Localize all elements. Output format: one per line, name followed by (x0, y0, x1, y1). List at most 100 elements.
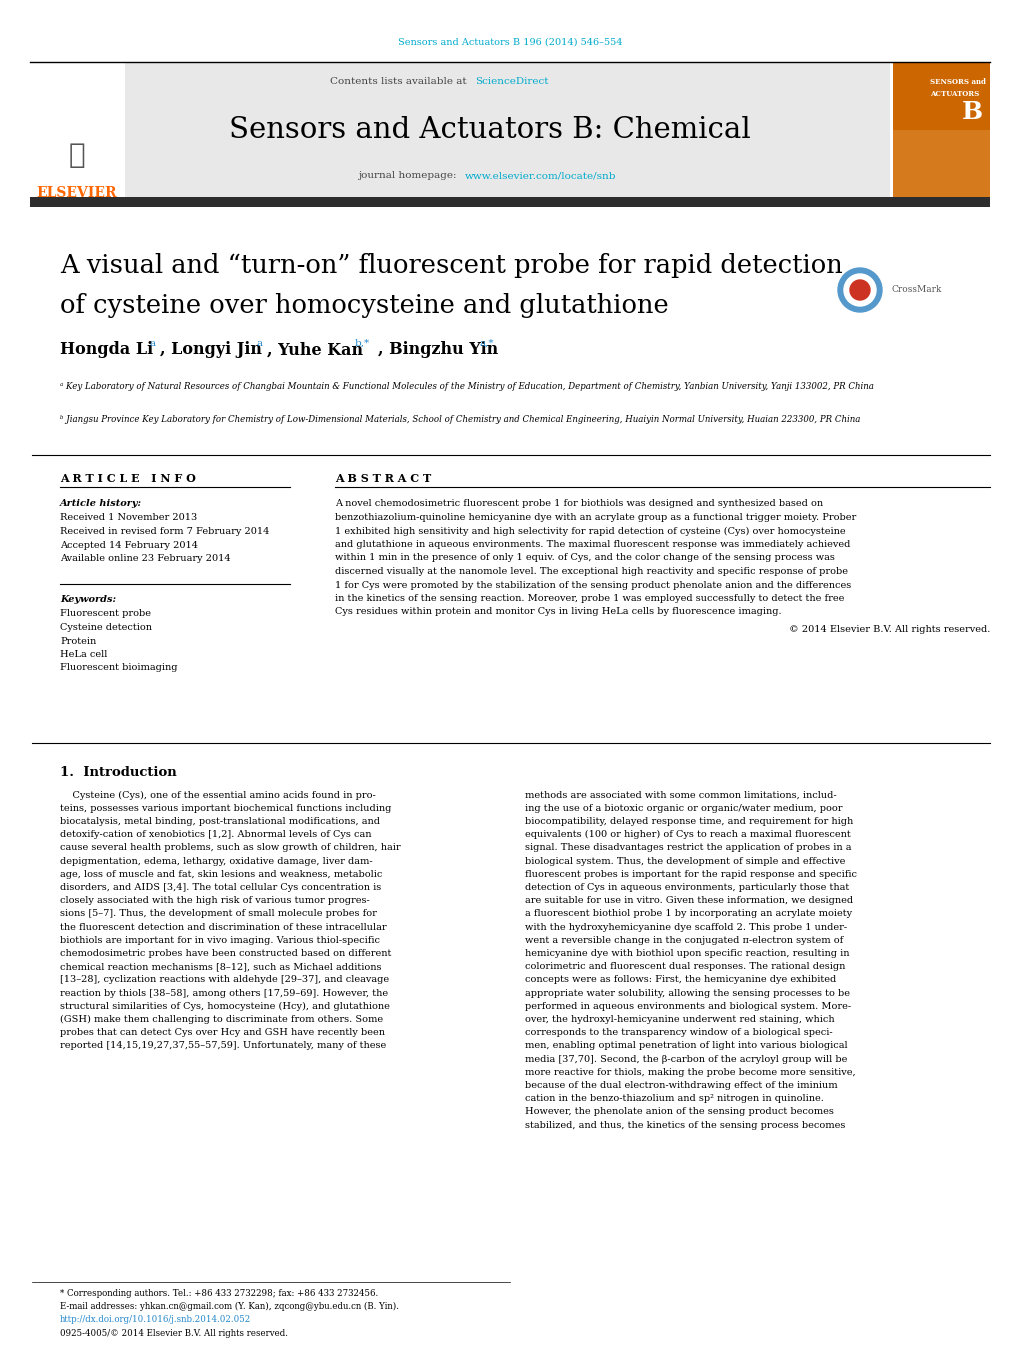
Text: E-mail addresses: yhkan.cn@gmail.com (Y. Kan), zqcong@ybu.edu.cn (B. Yin).: E-mail addresses: yhkan.cn@gmail.com (Y.… (60, 1301, 398, 1310)
Text: more reactive for thiols, making the probe become more sensitive,: more reactive for thiols, making the pro… (525, 1067, 855, 1077)
Text: are suitable for use in vitro. Given these information, we designed: are suitable for use in vitro. Given the… (525, 896, 852, 905)
Text: biological system. Thus, the development of simple and effective: biological system. Thus, the development… (525, 857, 845, 866)
Text: biocatalysis, metal binding, post-translational modifications, and: biocatalysis, metal binding, post-transl… (60, 817, 380, 825)
Text: closely associated with the high risk of various tumor progres-: closely associated with the high risk of… (60, 896, 370, 905)
Bar (892, 62, 989, 200)
Text: hemicyanine dye with biothiol upon specific reaction, resulting in: hemicyanine dye with biothiol upon speci… (525, 948, 849, 958)
Text: depigmentation, edema, lethargy, oxidative damage, liver dam-: depigmentation, edema, lethargy, oxidati… (60, 857, 372, 866)
Text: a fluorescent biothiol probe 1 by incorporating an acrylate moiety: a fluorescent biothiol probe 1 by incorp… (525, 909, 851, 919)
Text: Cysteine detection: Cysteine detection (60, 623, 152, 632)
Text: the fluorescent detection and discrimination of these intracellular: the fluorescent detection and discrimina… (60, 923, 386, 931)
Text: 🌳: 🌳 (68, 141, 86, 169)
Text: journal homepage:: journal homepage: (358, 172, 460, 181)
Circle shape (838, 267, 881, 312)
Text: discerned visually at the nanomole level. The exceptional high reactivity and sp: discerned visually at the nanomole level… (334, 567, 847, 576)
Text: (GSH) make them challenging to discriminate from others. Some: (GSH) make them challenging to discrimin… (60, 1015, 383, 1024)
Text: teins, possesses various important biochemical functions including: teins, possesses various important bioch… (60, 804, 391, 813)
Text: over, the hydroxyl-hemicyanine underwent red staining, which: over, the hydroxyl-hemicyanine underwent… (525, 1015, 834, 1024)
Text: within 1 min in the presence of only 1 equiv. of Cys, and the color change of th: within 1 min in the presence of only 1 e… (334, 554, 835, 562)
Text: Cys residues within protein and monitor Cys in living HeLa cells by fluorescence: Cys residues within protein and monitor … (334, 608, 781, 616)
Text: SENSORS and: SENSORS and (929, 78, 985, 86)
Text: , Bingzhu Yin: , Bingzhu Yin (378, 342, 497, 358)
Text: biocompatibility, delayed response time, and requirement for high: biocompatibility, delayed response time,… (525, 817, 853, 825)
Text: , Yuhe Kan: , Yuhe Kan (267, 342, 363, 358)
Text: ing the use of a biotoxic organic or organic/water medium, poor: ing the use of a biotoxic organic or org… (525, 804, 842, 813)
Text: ᵃ Key Laboratory of Natural Resources of Changbai Mountain & Functional Molecule: ᵃ Key Laboratory of Natural Resources of… (60, 382, 873, 390)
Text: [13–28], cyclization reactions with aldehyde [29–37], and cleavage: [13–28], cyclization reactions with alde… (60, 975, 388, 985)
Text: Protein: Protein (60, 636, 96, 646)
Text: b,*: b,* (355, 339, 370, 347)
Bar (892, 130, 989, 200)
Text: media [37,70]. Second, the β-carbon of the acryloyl group will be: media [37,70]. Second, the β-carbon of t… (525, 1055, 847, 1063)
Text: a: a (257, 339, 263, 347)
Text: fluorescent probes is important for the rapid response and specific: fluorescent probes is important for the … (525, 870, 856, 878)
Text: 1 for Cys were promoted by the stabilization of the sensing product phenolate an: 1 for Cys were promoted by the stabiliza… (334, 581, 851, 589)
Text: ᵇ Jiangsu Province Key Laboratory for Chemistry of Low-Dimensional Materials, Sc: ᵇ Jiangsu Province Key Laboratory for Ch… (60, 415, 860, 424)
Bar (30, 197, 989, 207)
Text: equivalents (100 or higher) of Cys to reach a maximal fluorescent: equivalents (100 or higher) of Cys to re… (525, 830, 850, 839)
Text: because of the dual electron-withdrawing effect of the iminium: because of the dual electron-withdrawing… (525, 1081, 837, 1090)
Text: probes that can detect Cys over Hcy and GSH have recently been: probes that can detect Cys over Hcy and … (60, 1028, 384, 1038)
Text: a,*: a,* (480, 339, 494, 347)
Text: Hongda Li: Hongda Li (60, 342, 153, 358)
Text: a: a (150, 339, 156, 347)
Text: However, the phenolate anion of the sensing product becomes: However, the phenolate anion of the sens… (525, 1108, 834, 1116)
Text: stabilized, and thus, the kinetics of the sensing process becomes: stabilized, and thus, the kinetics of th… (525, 1120, 845, 1129)
Text: 0925-4005/© 2014 Elsevier B.V. All rights reserved.: 0925-4005/© 2014 Elsevier B.V. All right… (60, 1328, 287, 1337)
Text: A novel chemodosimetric fluorescent probe 1 for biothiols was designed and synth: A novel chemodosimetric fluorescent prob… (334, 500, 822, 508)
Text: http://dx.doi.org/10.1016/j.snb.2014.02.052: http://dx.doi.org/10.1016/j.snb.2014.02.… (60, 1316, 251, 1324)
Text: www.elsevier.com/locate/snb: www.elsevier.com/locate/snb (465, 172, 615, 181)
Bar (125, 62, 890, 200)
Text: sions [5–7]. Thus, the development of small molecule probes for: sions [5–7]. Thus, the development of sm… (60, 909, 376, 919)
Text: of cysteine over homocysteine and glutathione: of cysteine over homocysteine and glutat… (60, 293, 668, 317)
Text: age, loss of muscle and fat, skin lesions and weakness, metabolic: age, loss of muscle and fat, skin lesion… (60, 870, 382, 878)
Text: Cysteine (Cys), one of the essential amino acids found in pro-: Cysteine (Cys), one of the essential ami… (60, 790, 375, 800)
Text: methods are associated with some common limitations, includ-: methods are associated with some common … (525, 790, 836, 800)
Text: Sensors and Actuators B 196 (2014) 546–554: Sensors and Actuators B 196 (2014) 546–5… (397, 38, 622, 46)
Text: Sensors and Actuators B: Chemical: Sensors and Actuators B: Chemical (229, 116, 750, 145)
Text: with the hydroxyhemicyanine dye scaffold 2. This probe 1 under-: with the hydroxyhemicyanine dye scaffold… (525, 923, 847, 931)
Text: © 2014 Elsevier B.V. All rights reserved.: © 2014 Elsevier B.V. All rights reserved… (788, 626, 989, 634)
Text: 1 exhibited high sensitivity and high selectivity for rapid detection of cystein: 1 exhibited high sensitivity and high se… (334, 527, 845, 535)
Text: Accepted 14 February 2014: Accepted 14 February 2014 (60, 540, 198, 550)
Text: ACTUATORS: ACTUATORS (929, 91, 978, 99)
Text: Article history:: Article history: (60, 500, 142, 508)
Text: men, enabling optimal penetration of light into various biological: men, enabling optimal penetration of lig… (525, 1042, 847, 1050)
Text: CrossMark: CrossMark (892, 285, 942, 295)
Text: 1.  Introduction: 1. Introduction (60, 766, 176, 780)
Text: detection of Cys in aqueous environments, particularly those that: detection of Cys in aqueous environments… (525, 884, 849, 892)
Circle shape (843, 274, 875, 305)
Text: Fluorescent bioimaging: Fluorescent bioimaging (60, 663, 177, 673)
Text: A visual and “turn-on” fluorescent probe for rapid detection: A visual and “turn-on” fluorescent probe… (60, 253, 842, 277)
Text: and glutathione in aqueous environments. The maximal fluorescent response was im: and glutathione in aqueous environments.… (334, 540, 850, 549)
Text: Contents lists available at: Contents lists available at (330, 77, 470, 86)
Circle shape (849, 280, 869, 300)
Text: colorimetric and fluorescent dual responses. The rational design: colorimetric and fluorescent dual respon… (525, 962, 845, 971)
Text: A R T I C L E   I N F O: A R T I C L E I N F O (60, 473, 196, 484)
Text: * Corresponding authors. Tel.: +86 433 2732298; fax: +86 433 2732456.: * Corresponding authors. Tel.: +86 433 2… (60, 1289, 378, 1298)
Text: detoxify-cation of xenobiotics [1,2]. Abnormal levels of Cys can: detoxify-cation of xenobiotics [1,2]. Ab… (60, 830, 371, 839)
Text: disorders, and AIDS [3,4]. The total cellular Cys concentration is: disorders, and AIDS [3,4]. The total cel… (60, 884, 381, 892)
Text: A B S T R A C T: A B S T R A C T (334, 473, 431, 484)
Text: Available online 23 February 2014: Available online 23 February 2014 (60, 554, 230, 563)
Text: concepts were as follows: First, the hemicyanine dye exhibited: concepts were as follows: First, the hem… (525, 975, 836, 985)
Text: reported [14,15,19,27,37,55–57,59]. Unfortunately, many of these: reported [14,15,19,27,37,55–57,59]. Unfo… (60, 1042, 386, 1050)
Text: ScienceDirect: ScienceDirect (475, 77, 548, 86)
Text: Received 1 November 2013: Received 1 November 2013 (60, 513, 197, 523)
Text: went a reversible change in the conjugated π-electron system of: went a reversible change in the conjugat… (525, 936, 843, 944)
Text: cause several health problems, such as slow growth of children, hair: cause several health problems, such as s… (60, 843, 400, 852)
Text: Received in revised form 7 February 2014: Received in revised form 7 February 2014 (60, 527, 269, 536)
Text: Keywords:: Keywords: (60, 594, 116, 604)
Text: chemodosimetric probes have been constructed based on different: chemodosimetric probes have been constru… (60, 948, 391, 958)
Text: B: B (961, 100, 981, 124)
Text: benzothiazolium-quinoline hemicyanine dye with an acrylate group as a functional: benzothiazolium-quinoline hemicyanine dy… (334, 513, 855, 521)
Text: appropriate water solubility, allowing the sensing processes to be: appropriate water solubility, allowing t… (525, 989, 849, 997)
Text: HeLa cell: HeLa cell (60, 650, 107, 659)
Text: structural similarities of Cys, homocysteine (Hcy), and glutathione: structural similarities of Cys, homocyst… (60, 1001, 389, 1011)
Text: ELSEVIER: ELSEVIER (37, 186, 117, 200)
Text: signal. These disadvantages restrict the application of probes in a: signal. These disadvantages restrict the… (525, 843, 851, 852)
Text: biothiols are important for in vivo imaging. Various thiol-specific: biothiols are important for in vivo imag… (60, 936, 380, 944)
Text: cation in the benzo-thiazolium and sp² nitrogen in quinoline.: cation in the benzo-thiazolium and sp² n… (525, 1094, 823, 1104)
Text: corresponds to the transparency window of a biological speci-: corresponds to the transparency window o… (525, 1028, 832, 1038)
Text: , Longyi Jin: , Longyi Jin (160, 342, 262, 358)
